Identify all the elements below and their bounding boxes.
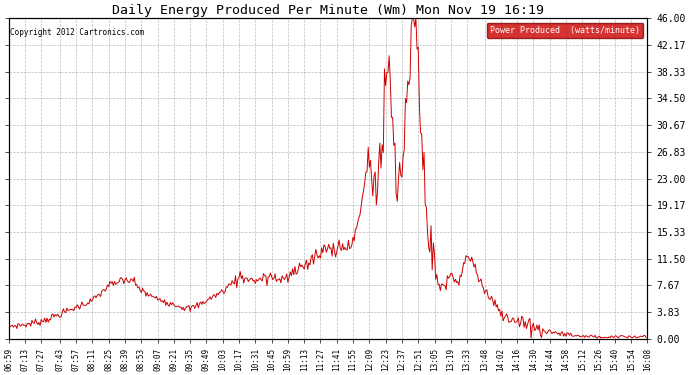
Text: Copyright 2012 Cartronics.com: Copyright 2012 Cartronics.com [10,28,144,37]
Title: Daily Energy Produced Per Minute (Wm) Mon Nov 19 16:19: Daily Energy Produced Per Minute (Wm) Mo… [112,4,544,17]
Legend: Power Produced  (watts/minute): Power Produced (watts/minute) [486,22,643,38]
